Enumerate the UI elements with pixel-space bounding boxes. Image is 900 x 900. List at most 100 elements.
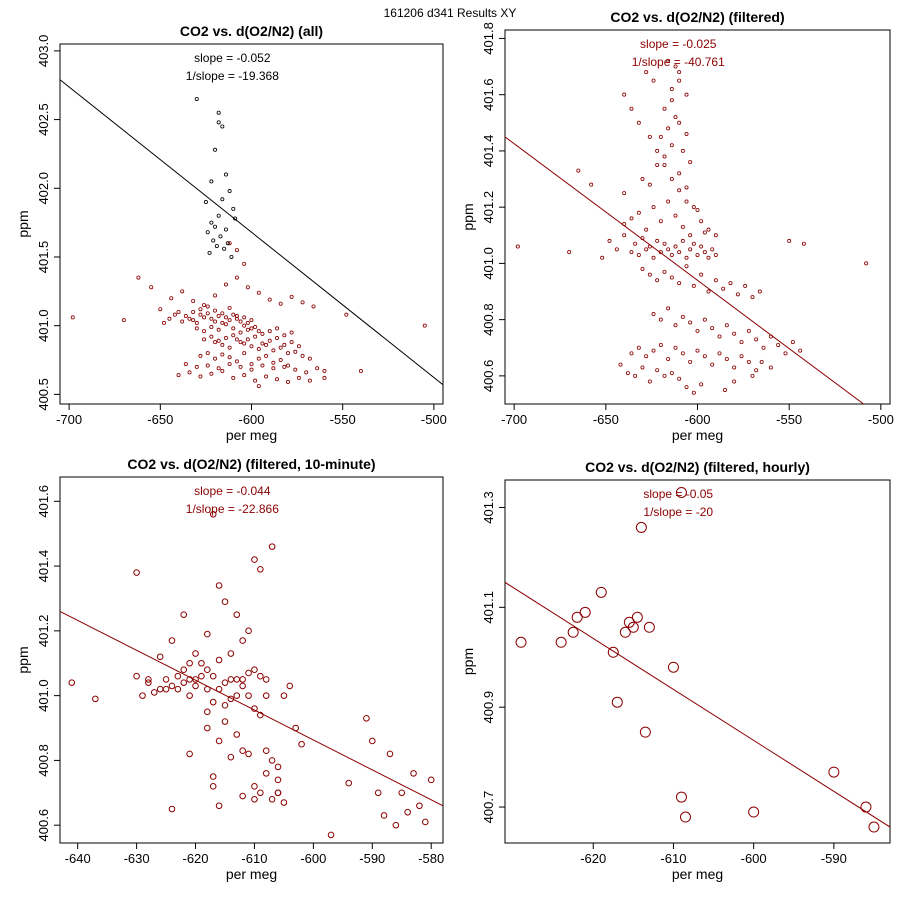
data-point — [619, 626, 631, 638]
data-point — [275, 336, 280, 341]
data-point — [768, 365, 773, 370]
data-point — [251, 705, 258, 712]
data-point — [234, 314, 239, 319]
data-point — [677, 281, 682, 286]
data-point — [220, 197, 225, 202]
x-axis-label: per meg — [672, 866, 723, 882]
data-point — [724, 323, 729, 328]
data-point — [300, 353, 305, 358]
data-point — [644, 70, 649, 75]
y-tick-label: 400.7 — [481, 791, 496, 824]
data-point — [322, 369, 327, 374]
data-point — [607, 646, 619, 658]
data-point — [215, 685, 223, 693]
data-point — [625, 371, 630, 376]
data-point — [198, 374, 203, 379]
data-point — [643, 621, 655, 633]
data-point — [629, 250, 634, 255]
data-point — [750, 295, 755, 300]
data-point — [242, 323, 247, 328]
data-point — [327, 831, 335, 839]
data-point — [249, 367, 254, 372]
data-point — [675, 486, 687, 498]
data-point — [691, 205, 696, 210]
data-point — [158, 307, 163, 312]
data-point — [229, 254, 234, 259]
data-point — [211, 238, 216, 243]
data-point — [221, 702, 229, 709]
data-point — [679, 811, 691, 823]
data-point — [242, 351, 247, 356]
data-point — [706, 289, 711, 294]
data-point — [213, 147, 218, 152]
data-point — [227, 695, 235, 703]
data-point — [239, 676, 246, 683]
data-point — [213, 224, 218, 229]
data-point — [798, 348, 803, 353]
data-point — [618, 362, 623, 367]
data-point — [275, 377, 280, 382]
data-point — [231, 206, 236, 211]
data-point — [223, 336, 228, 341]
data-point — [192, 682, 199, 690]
data-point — [680, 238, 685, 243]
data-point — [307, 356, 312, 361]
data-point — [209, 179, 214, 184]
data-point — [194, 326, 199, 331]
data-point — [145, 679, 152, 686]
data-point — [227, 355, 232, 360]
data-point — [298, 740, 305, 748]
data-point — [220, 352, 225, 357]
data-point — [245, 327, 250, 332]
data-point — [688, 247, 693, 252]
data-point — [285, 351, 290, 356]
data-point — [220, 311, 225, 316]
data-point — [673, 345, 678, 350]
data-point — [239, 747, 246, 754]
data-point — [651, 312, 656, 317]
data-point — [220, 369, 225, 374]
data-point — [743, 283, 748, 288]
data-point — [721, 286, 726, 291]
y-axis-label: ppm — [15, 210, 31, 237]
data-point — [234, 359, 239, 364]
data-point — [198, 353, 203, 358]
y-tick-label: 402.5 — [36, 103, 51, 136]
data-point — [215, 737, 223, 745]
data-point — [344, 312, 349, 317]
data-point — [191, 309, 196, 314]
data-point — [204, 708, 211, 716]
data-point — [256, 347, 261, 352]
x-tick-label: -600 — [741, 851, 767, 866]
data-point — [515, 636, 527, 648]
data-point — [156, 685, 164, 693]
data-point — [629, 351, 634, 356]
data-point — [662, 269, 667, 274]
data-point — [684, 385, 689, 390]
data-point — [662, 241, 667, 246]
data-point — [238, 364, 243, 369]
data-point — [673, 64, 678, 69]
data-point — [223, 322, 228, 327]
data-point — [828, 766, 840, 778]
data-point — [636, 120, 641, 125]
data-point — [187, 370, 192, 375]
data-point — [680, 224, 685, 229]
data-point — [209, 783, 217, 790]
y-tick-label: 401.5 — [36, 241, 51, 274]
slope-annotation: slope = -0.044 — [194, 484, 271, 498]
data-point — [161, 320, 166, 325]
data-point — [644, 354, 649, 359]
data-point — [245, 627, 252, 635]
data-point — [640, 236, 645, 241]
y-tick-label: 401.0 — [481, 247, 496, 280]
data-point — [282, 342, 287, 347]
data-point — [172, 312, 177, 317]
data-point — [732, 365, 737, 370]
regression-line — [505, 581, 890, 828]
data-point — [669, 98, 674, 103]
data-point — [271, 360, 276, 365]
data-point — [205, 230, 210, 235]
data-point — [256, 356, 261, 361]
y-tick-label: 401.2 — [36, 615, 51, 648]
